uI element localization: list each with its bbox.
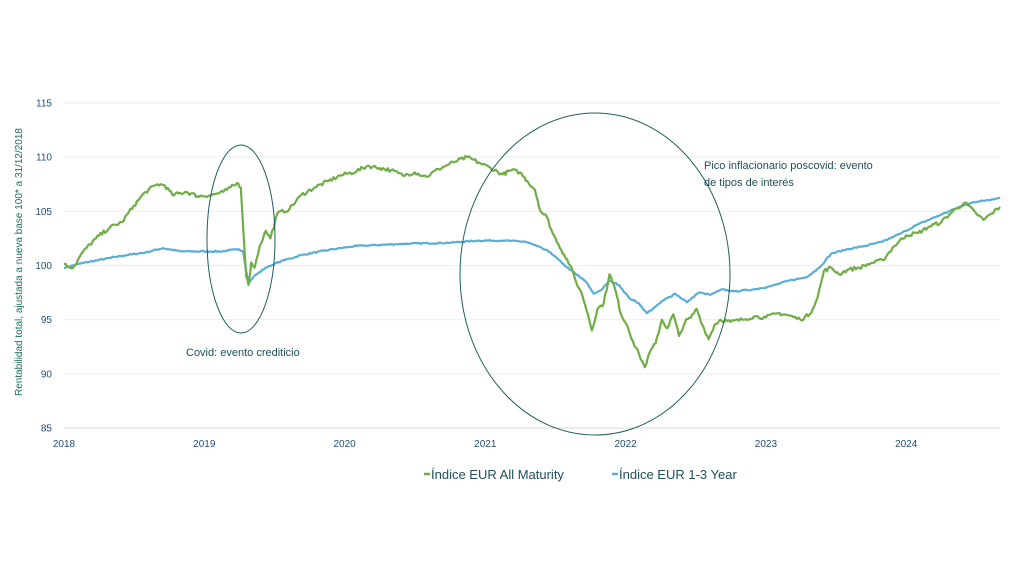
y-tick-label: 100	[35, 261, 52, 272]
y-tick-label: 85	[41, 424, 53, 435]
y-tick-label: 95	[41, 315, 53, 326]
x-tick-label: 2022	[614, 439, 637, 450]
y-tick-label: 115	[36, 99, 52, 110]
x-tick-label: 2023	[755, 439, 778, 450]
annotation-inflation-line-2: de tipos de interés	[704, 177, 794, 189]
gridlines	[64, 102, 1000, 375]
legend-label-all-maturity: Índice EUR All Maturity	[431, 467, 564, 482]
x-axis-ticks: 2018 2019 2020 2021 2022 2023 2024	[53, 439, 918, 450]
x-tick-label: 2019	[193, 439, 216, 450]
y-tick-label: 90	[41, 369, 53, 380]
x-tick-label: 2021	[474, 439, 497, 450]
series-group	[63, 154, 1001, 369]
y-tick-label: 105	[35, 207, 52, 218]
x-tick-label: 2024	[895, 439, 918, 450]
covid-highlight-ellipse	[206, 144, 276, 334]
series-line-eur-1-3-year	[63, 196, 1001, 315]
y-tick-label: 110	[36, 153, 52, 164]
legend-label-1-3-year: Índice EUR 1-3 Year	[619, 467, 737, 482]
inflation-highlight-ellipse	[459, 112, 731, 436]
x-tick-label: 2020	[333, 439, 356, 450]
series-line-eur-all-maturity	[63, 154, 1001, 369]
y-axis-ticks: 85 90 95 100 105 110 115	[35, 99, 52, 435]
annotation-inflation-line-1: Pico inflacionario poscovid: evento	[704, 160, 873, 172]
x-tick-label: 2018	[53, 439, 76, 450]
y-axis-label: Rentabilidad total, ajustada a nueva bas…	[14, 128, 25, 396]
annotation-covid: Covid: evento crediticio	[186, 347, 300, 359]
legend: Índice EUR All Maturity Índice EUR 1-3 Y…	[424, 467, 737, 482]
